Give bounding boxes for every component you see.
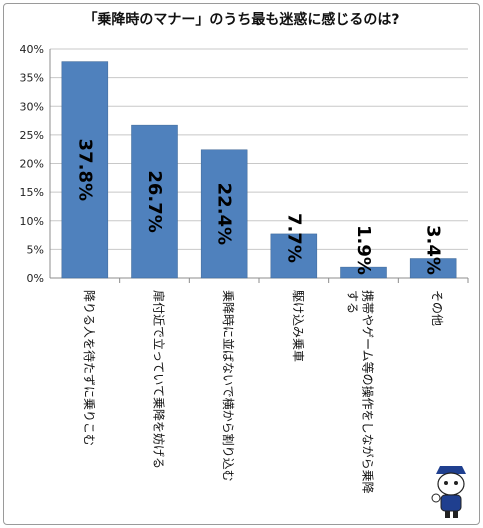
y-tick-label: 10%	[20, 215, 44, 228]
data-label: 7.7%	[283, 213, 304, 263]
category-label: その他	[430, 290, 444, 326]
data-label: 1.9%	[353, 225, 374, 275]
y-tick-label: 35%	[20, 72, 44, 85]
bar	[340, 266, 387, 279]
category-label: 降りる人を待たずに乗りこむ	[82, 290, 96, 446]
data-label: 26.7%	[144, 170, 165, 232]
bar	[131, 124, 178, 279]
y-tick-label: 40%	[20, 43, 44, 56]
category-label: 扉付近で立っていて乗降を妨げる	[152, 290, 167, 469]
y-tick-label: 15%	[20, 186, 44, 199]
y-tick-label: 5%	[27, 243, 44, 256]
y-tick-label: 20%	[20, 158, 44, 171]
y-tick-label: 0%	[27, 272, 44, 285]
data-label: 3.4%	[423, 225, 444, 275]
mascot-character-icon	[431, 466, 466, 518]
bar	[409, 258, 457, 279]
category-label: する	[346, 290, 360, 314]
chart-title: 「乗降時のマナー」のうち最も迷惑に感じるのは?	[83, 12, 400, 28]
category-label: 携帯やゲーム等の操作をしながら乗降	[361, 290, 376, 494]
bar	[61, 61, 109, 279]
y-tick-label: 25%	[20, 129, 44, 142]
data-label: 22.4%	[214, 183, 235, 245]
bar	[200, 149, 248, 279]
data-label: 37.8%	[74, 139, 95, 201]
category-label: 駆け込み乗車	[291, 290, 305, 362]
category-label: 乗降時に並ばないで横から割り込む	[221, 290, 236, 482]
bar	[270, 233, 318, 279]
y-tick-label: 30%	[20, 100, 44, 113]
